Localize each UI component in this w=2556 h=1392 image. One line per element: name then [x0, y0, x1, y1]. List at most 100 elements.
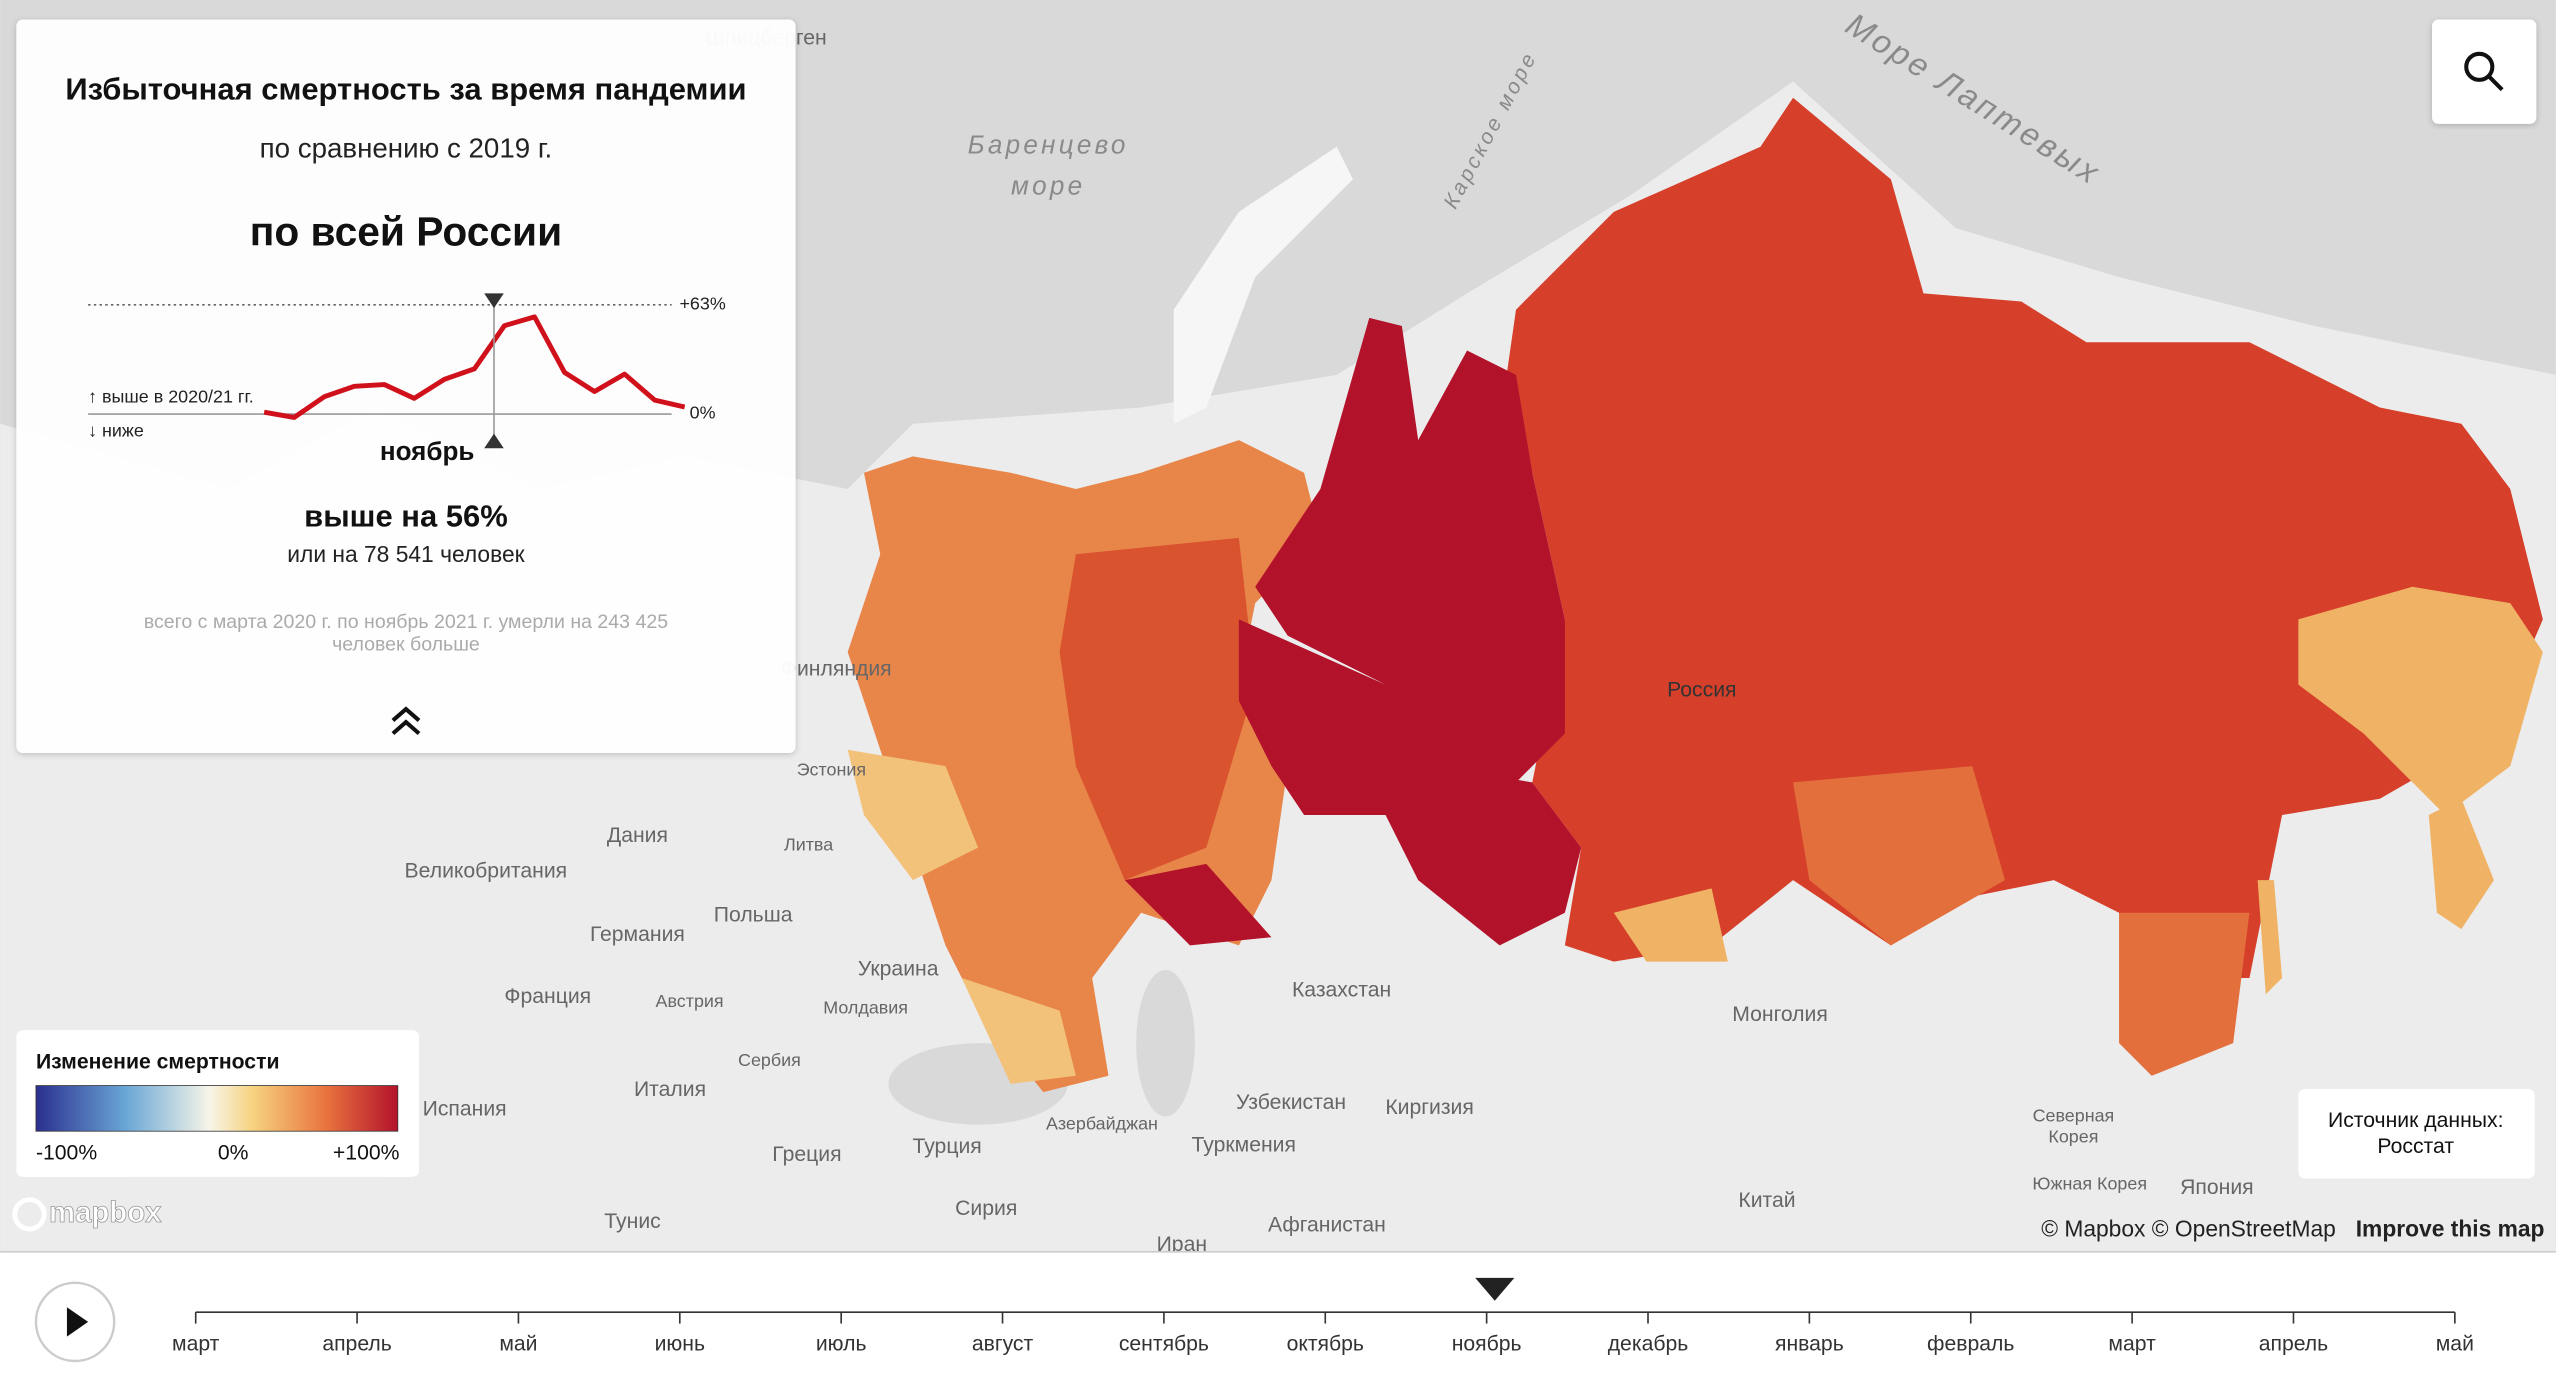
map-label: Австрия — [656, 991, 724, 1011]
mapbox-logo[interactable]: mapbox — [49, 1196, 163, 1230]
legend-title: Изменение смертности — [36, 1050, 280, 1073]
map-label: Китай — [1738, 1189, 1795, 1212]
improve-link[interactable]: Improve this map — [2356, 1216, 2545, 1242]
sparkline: +63% 0% — [88, 294, 726, 423]
sparkline-line — [263, 314, 686, 420]
result-detail: или на 78 541 человек — [287, 541, 525, 567]
map-label: Тунис — [604, 1210, 661, 1233]
region[interactable] — [1793, 766, 2250, 1076]
map-label: Турция — [912, 1135, 981, 1158]
source-text: Источник данных: — [2328, 1109, 2503, 1132]
info-panel: Избыточная смертность за время пандемии … — [16, 19, 796, 754]
map-label: Молдавия — [823, 998, 908, 1018]
map-label: Германия — [590, 923, 685, 946]
map-label: Эстония — [797, 760, 866, 780]
map-label: Украина — [858, 957, 939, 980]
timeline-month[interactable]: август — [972, 1332, 1034, 1355]
region[interactable] — [1613, 586, 2543, 995]
timeline: март апрель май июнь июль август сентябрь октяб… — [0, 1251, 2556, 1392]
map-label: Северная — [2033, 1105, 2115, 1125]
map-label: Финляндия — [781, 658, 892, 681]
search-icon — [2487, 75, 2504, 92]
timeline-month[interactable]: февраль — [1927, 1332, 2014, 1355]
timeline-month[interactable]: март — [172, 1332, 220, 1355]
source-box: Источник данных: Росстат — [2298, 1088, 2535, 1179]
map-label: Казахстан — [1292, 979, 1391, 1002]
attribution: mapbox © Mapbox © OpenStreetMap Improve … — [12, 1196, 2545, 1242]
map-label: Южная Корея — [2032, 1174, 2147, 1194]
legend-label: 0% — [218, 1142, 249, 1165]
legend: Изменение смертности -100% 0% +100% — [16, 1030, 420, 1177]
total: человек больше — [332, 634, 480, 656]
panel-subtitle: по сравнению с 2019 г. — [260, 132, 553, 163]
map-label: Корея — [2048, 1126, 2098, 1146]
timeline-month[interactable]: апрель — [2259, 1332, 2328, 1355]
map-label: Франция — [504, 985, 591, 1008]
timeline-month[interactable]: июнь — [655, 1332, 705, 1355]
timeline-month[interactable]: декабрь — [1608, 1332, 1689, 1355]
map[interactable]: Шпицберген Баренцево море Карское море М… — [0, 0, 2556, 1256]
timeline-month[interactable]: ноябрь — [1452, 1332, 1522, 1355]
search-button[interactable] — [2432, 19, 2537, 124]
map-label: Баренцево — [968, 130, 1129, 160]
timeline-month[interactable]: октябрь — [1287, 1332, 1364, 1355]
region[interactable] — [847, 749, 1076, 1084]
map-label: Туркмения — [1192, 1133, 1296, 1156]
map-label: Польша — [714, 904, 793, 927]
panel-region: по всей России — [250, 208, 562, 254]
caspian-sea — [1136, 969, 1195, 1117]
legend-label: +100% — [333, 1142, 400, 1165]
source-text: Росстат — [2377, 1135, 2454, 1158]
map-label: Сирия — [955, 1197, 1017, 1220]
timeline-month[interactable]: июль — [816, 1332, 867, 1355]
collapse-button[interactable] — [391, 706, 421, 736]
map-label: Япония — [2180, 1176, 2254, 1199]
result: выше на 56% — [304, 499, 508, 534]
play-icon — [66, 1307, 89, 1337]
map-label: Россия — [1667, 679, 1736, 702]
map-label: Узбекистан — [1236, 1091, 1346, 1114]
timeline-month[interactable]: сентябрь — [1119, 1332, 1209, 1355]
timeline-background — [0, 1251, 2556, 1392]
legend-gradient — [35, 1085, 399, 1132]
map-label: Сербия — [738, 1050, 801, 1070]
annotation: ↓ ниже — [88, 421, 144, 441]
total: всего с марта 2020 г. по ноябрь 2021 г. … — [144, 611, 668, 633]
map-label: Испания — [423, 1098, 507, 1121]
timeline-month[interactable]: апрель — [322, 1332, 391, 1355]
selected-month: ноябрь — [380, 436, 475, 466]
panel-title: Избыточная смертность за время пандемии — [65, 71, 746, 106]
timeline-months: март апрель май июнь июль август сентябрь октяб… — [172, 1312, 2474, 1355]
search-background[interactable] — [2432, 19, 2537, 124]
map-label: Монголия — [1732, 1003, 1828, 1026]
map-label: Великобритания — [405, 860, 568, 883]
search-icon — [2464, 51, 2495, 82]
region[interactable] — [1059, 537, 1256, 881]
map-label: Дания — [607, 824, 668, 847]
annotation: ↑ выше в 2020/21 гг. — [88, 386, 254, 406]
timeline-month[interactable]: май — [2436, 1332, 2474, 1355]
map-label: Иран — [1157, 1233, 1207, 1256]
timeline-month[interactable]: март — [2108, 1332, 2156, 1355]
region[interactable] — [1124, 317, 1582, 946]
map-label: Киргизия — [1385, 1096, 1473, 1119]
timeline-month[interactable]: май — [499, 1332, 537, 1355]
source-background — [2298, 1088, 2535, 1179]
region[interactable] — [1499, 97, 2543, 1044]
map-label: Греция — [772, 1143, 841, 1166]
map-label: Литва — [784, 835, 833, 855]
credits[interactable]: © Mapbox © OpenStreetMap — [2041, 1216, 2336, 1242]
map-label: Италия — [634, 1078, 706, 1101]
timeline-month[interactable]: январь — [1775, 1332, 1844, 1355]
legend-label: -100% — [36, 1142, 97, 1165]
map-label: Азербайджан — [1046, 1113, 1158, 1133]
reference-label: +63% — [679, 294, 725, 314]
island — [1173, 146, 1353, 424]
timeline-marker[interactable] — [1475, 1277, 1515, 1301]
reference-label: 0% — [690, 403, 716, 423]
panel-background — [16, 19, 796, 754]
map-label: Афганистан — [1268, 1213, 1386, 1236]
map-label: море — [1011, 170, 1085, 200]
